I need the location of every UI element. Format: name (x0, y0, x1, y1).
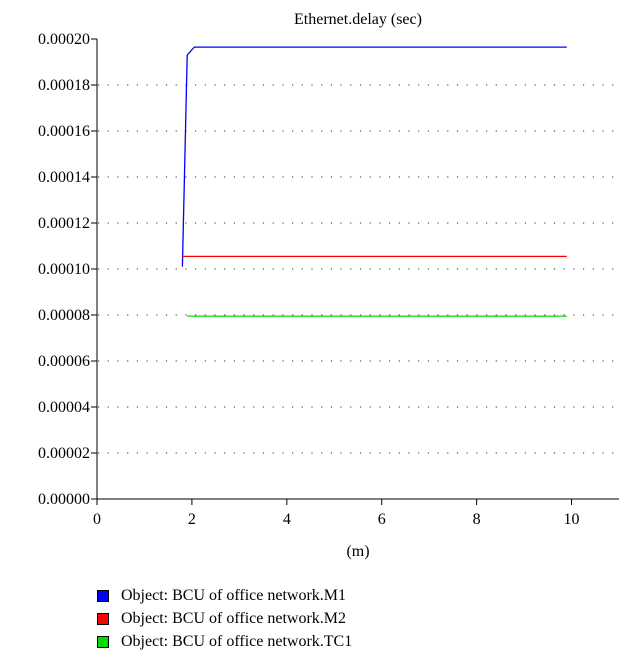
y-tick-label: 0.00008 (38, 307, 90, 324)
legend-item: Object: BCU of office network.M2 (97, 607, 352, 630)
x-tick-label: 4 (283, 511, 291, 528)
x-tick-label: 10 (564, 511, 580, 528)
series-line-1 (181, 46, 567, 267)
y-tick-label: 0.00002 (38, 445, 90, 462)
y-tick-label: 0.00020 (38, 31, 90, 48)
legend-swatch (97, 612, 109, 625)
legend-item: Object: BCU of office network.M1 (97, 584, 352, 607)
legend-label: Object: BCU of office network.M1 (121, 586, 346, 604)
legend-item: Object: BCU of office network.TC1 (97, 630, 352, 653)
legend: Object: BCU of office network.M1 Object: … (97, 584, 352, 653)
y-tick-label: 0.00012 (38, 215, 90, 232)
x-tick-label: 6 (378, 511, 386, 528)
x-axis-label: (m) (346, 543, 369, 560)
y-tick-label: 0.00010 (38, 261, 90, 278)
y-tick-labels: 0.00000 0.00002 0.00004 0.00006 0.00008 0.000… (38, 31, 90, 508)
chart: Ethernet.delay (sec) 0.000000.000020.000… (38, 11, 619, 560)
grid-lines (98, 84, 619, 454)
y-tick-label: 0.00018 (38, 77, 90, 94)
y-tick-label: 0.00016 (38, 123, 90, 140)
y-tick-label: 0.00000 (38, 491, 90, 508)
legend-label: Object: BCU of office network.M2 (121, 609, 346, 627)
x-tick-label: 8 (473, 511, 481, 528)
legend-swatch (97, 589, 109, 602)
legend-swatch (97, 635, 109, 648)
axes (91, 38, 619, 505)
y-tick-label: 0.00004 (38, 399, 90, 416)
x-tick-label: 2 (188, 511, 196, 528)
x-tick-labels: 0 2 4 6 8 10 (93, 511, 580, 528)
y-tick-label: 0.00014 (38, 169, 90, 186)
y-tick-label: 0.00006 (38, 353, 90, 370)
legend-label: Object: BCU of office network.TC1 (121, 632, 353, 650)
series-lines (181, 46, 567, 317)
chart-title: Ethernet.delay (sec) (294, 11, 422, 28)
x-tick-label: 0 (93, 511, 101, 528)
